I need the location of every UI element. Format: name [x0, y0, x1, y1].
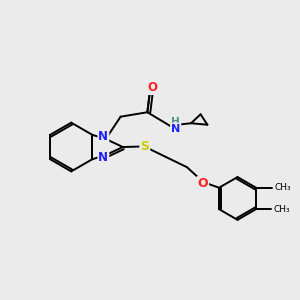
Text: N: N — [98, 130, 108, 143]
Text: S: S — [140, 140, 149, 153]
Text: CH₃: CH₃ — [275, 183, 291, 192]
Text: H: H — [171, 117, 180, 127]
Text: N: N — [171, 124, 180, 134]
Text: CH₃: CH₃ — [273, 205, 290, 214]
Text: O: O — [197, 177, 208, 190]
Text: N: N — [98, 151, 108, 164]
Text: O: O — [147, 81, 157, 94]
